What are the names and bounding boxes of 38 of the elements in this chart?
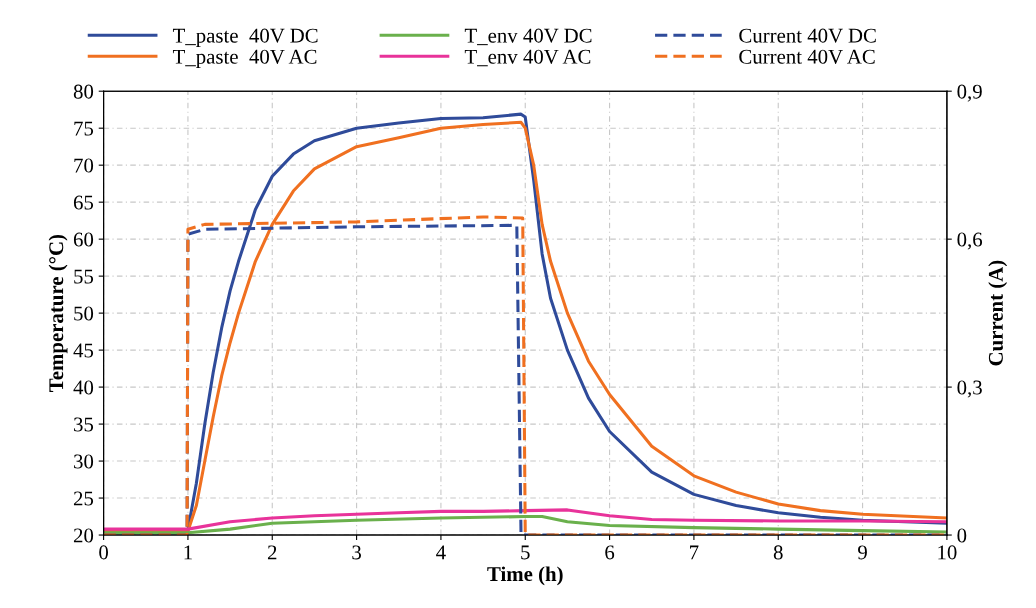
y-tick-label: 75 — [74, 121, 94, 136]
x-tick-label: 8 — [773, 545, 783, 560]
x-tick-label: 1 — [184, 545, 192, 560]
line-series — [103, 508, 947, 531]
x-tick-label: 3 — [352, 545, 361, 560]
legend-label: T_paste 40V DC — [172, 28, 318, 47]
y-tick-label: 35 — [74, 417, 94, 432]
y-tick-label: 60 — [73, 232, 94, 247]
y-tick-label: 70 — [74, 158, 94, 173]
x-tick-label: 6 — [605, 545, 615, 560]
y-tick-label: 30 — [74, 454, 94, 469]
legend-label: T_env 40V AC — [464, 49, 591, 67]
y-tick-label: 50 — [74, 306, 94, 321]
x-axis-title: Time (h) — [487, 566, 563, 586]
y-tick-label: 40 — [73, 380, 94, 395]
y-tick-label: 65 — [73, 195, 94, 210]
y-tick-label: 45 — [73, 343, 94, 358]
y-tick-label: 25 — [73, 491, 94, 506]
y2-tick-label: 0,6 — [957, 232, 983, 250]
y2-tick-label: 0,9 — [957, 84, 982, 102]
x-tick-label: 7 — [690, 545, 699, 560]
y2-axis-title: Current (A) — [988, 260, 1008, 366]
y-tick-label: 55 — [74, 269, 94, 284]
y2-tick-label: 0 — [957, 528, 967, 543]
y2-tick-label: 0,3 — [957, 380, 982, 398]
legend-label: T_paste 40V AC — [172, 49, 317, 69]
y-tick-label: 80 — [73, 84, 94, 99]
x-tick-label: 4 — [436, 545, 446, 560]
x-tick-label: 10 — [938, 545, 957, 560]
legend-label: Current 40V AC — [739, 49, 875, 64]
legend-label: Current 40V DC — [739, 28, 876, 43]
y-axis-title: Temperature (°C) — [48, 234, 68, 392]
legend-label: T_env 40V DC — [464, 28, 592, 46]
x-tick-label: 2 — [267, 545, 277, 560]
x-tick-label: 0 — [99, 545, 109, 560]
x-tick-label: 9 — [858, 545, 867, 560]
y-tick-label: 20 — [73, 528, 94, 543]
x-tick-label: 5 — [521, 545, 530, 560]
